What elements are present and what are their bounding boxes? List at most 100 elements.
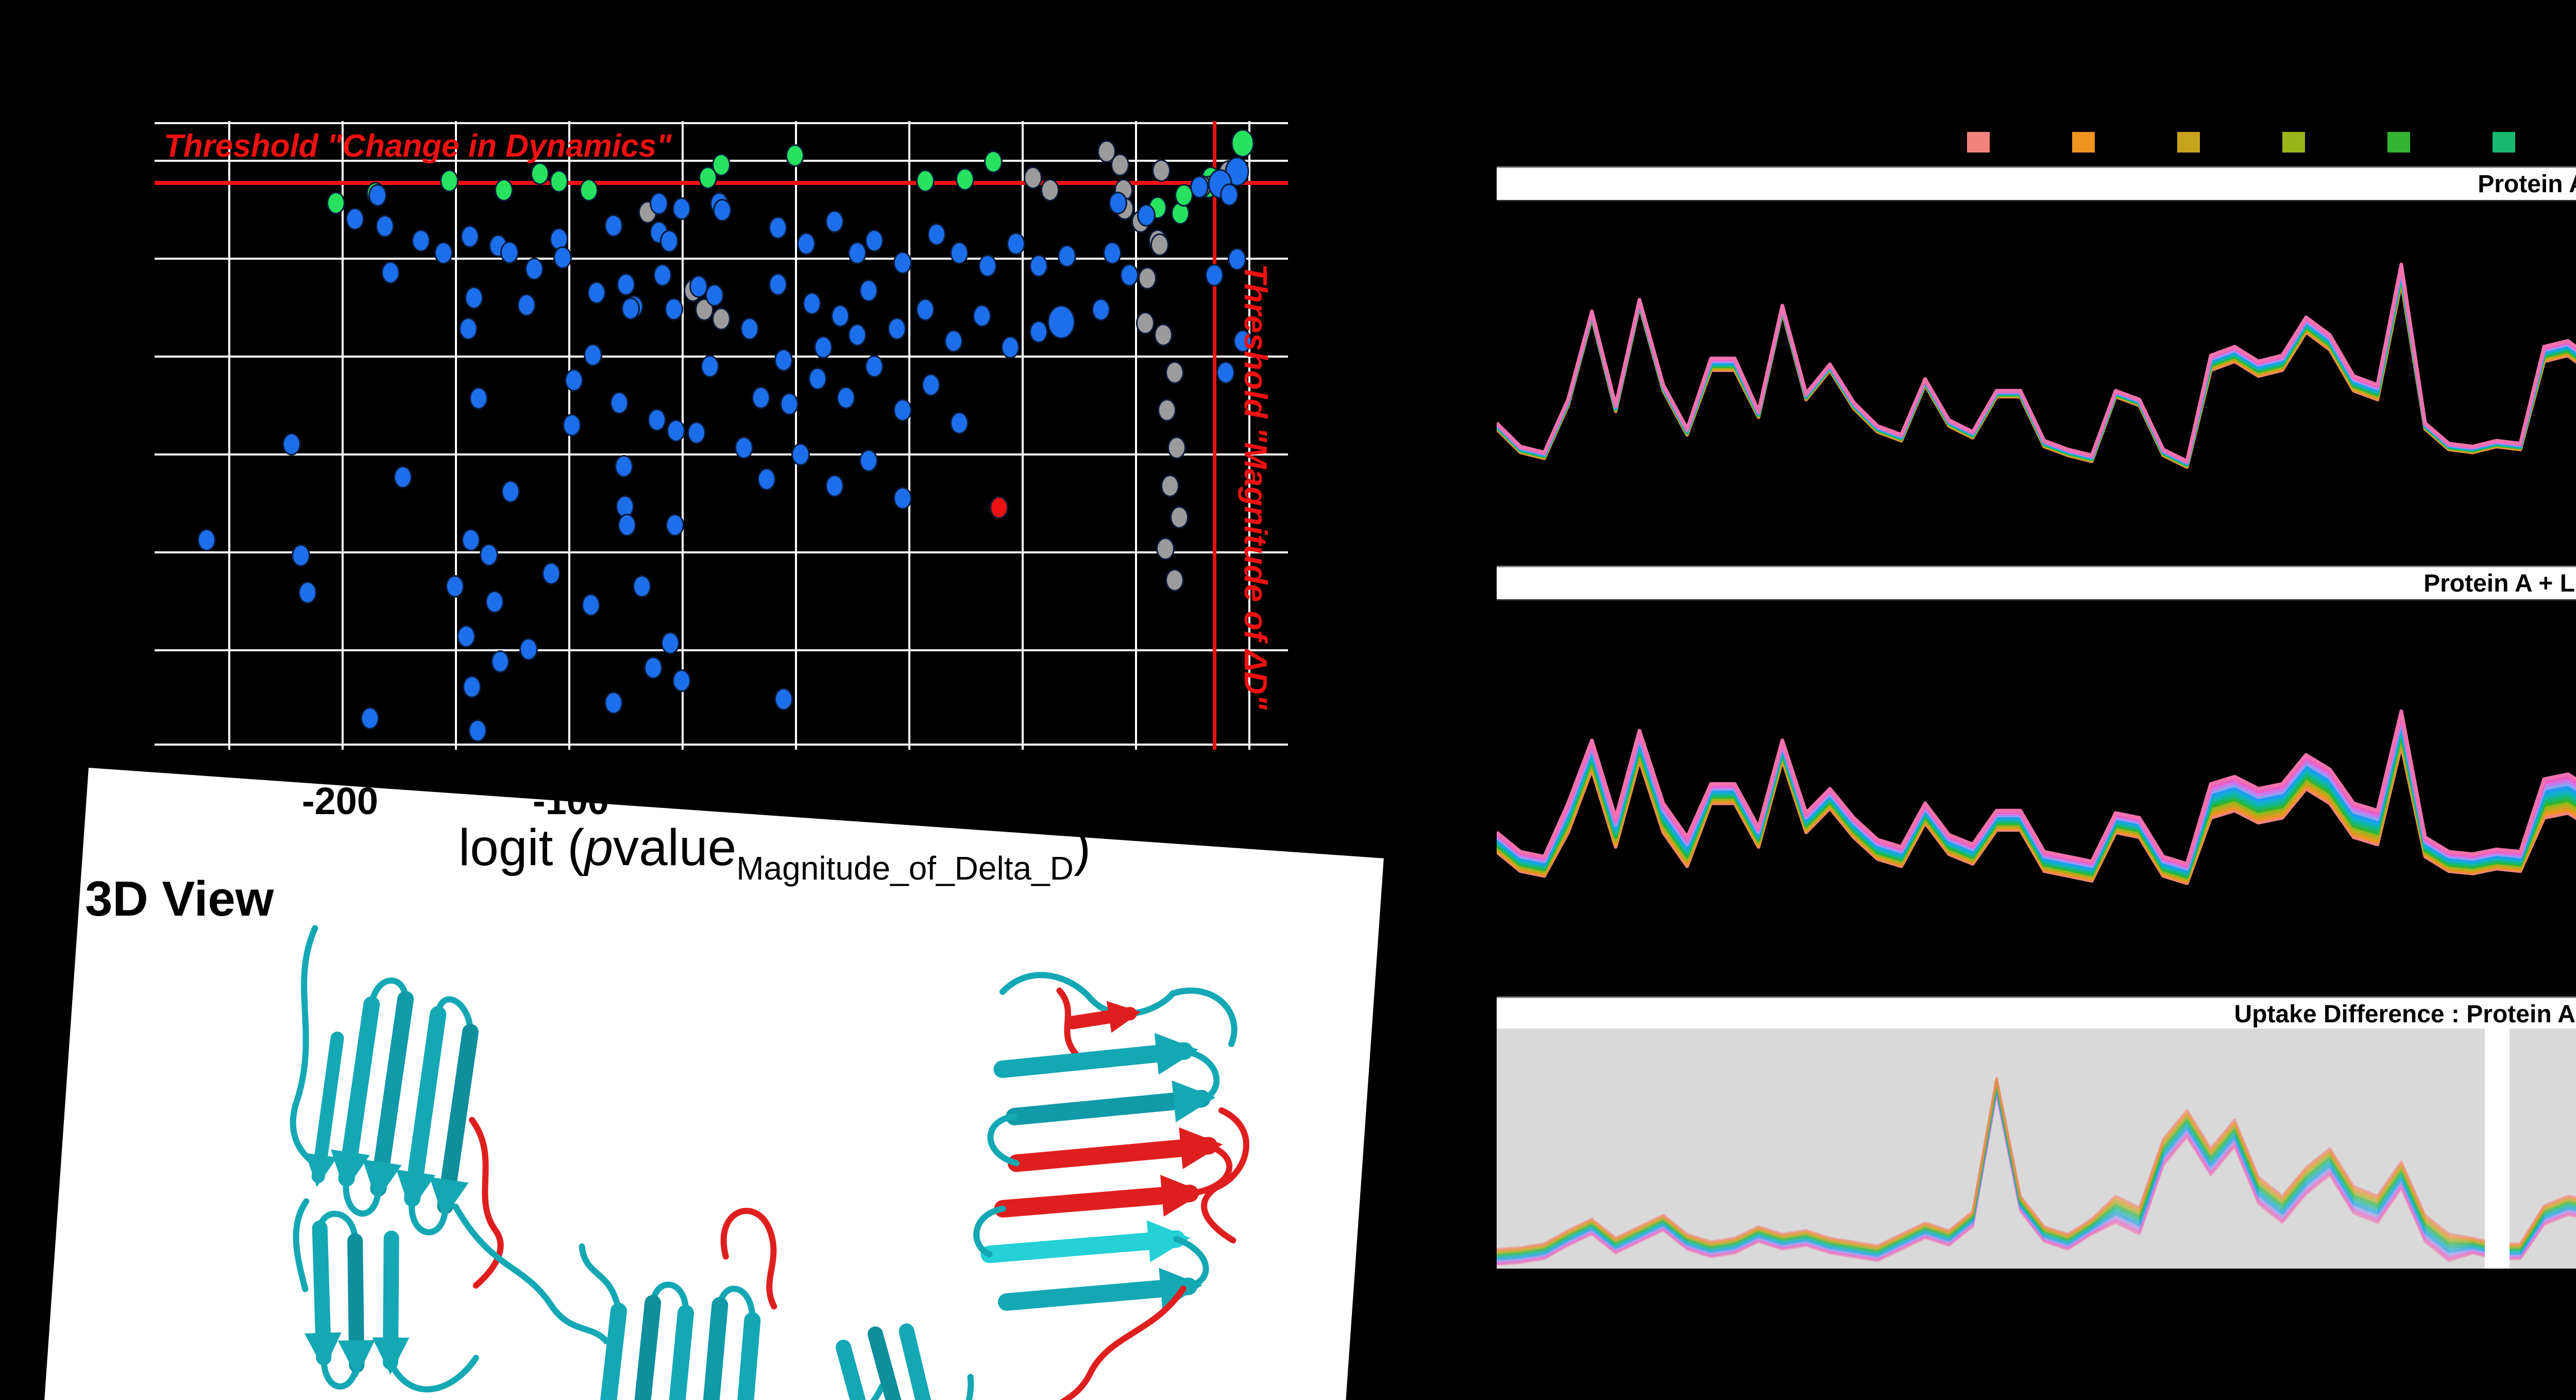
scatter-point-b <box>647 408 666 431</box>
scatter-point-a <box>712 308 731 331</box>
scatter-point-b <box>412 229 430 252</box>
scatter-point-b <box>517 294 536 317</box>
scatter-point-b <box>434 242 453 265</box>
scatter-point-b <box>664 297 683 321</box>
chart-title-protein-a: Protein A <box>2478 170 2576 198</box>
scatter-point-b <box>893 251 912 274</box>
scatter-point-b <box>1103 242 1122 265</box>
scatter-point-b <box>922 374 940 397</box>
scatter-point-g <box>786 144 804 167</box>
scatter-point-b <box>1120 263 1139 286</box>
volcano-plot <box>155 121 1288 750</box>
scatter-point-b <box>865 355 884 378</box>
scatter-point-b <box>888 317 906 340</box>
scatter-point-b <box>808 367 827 391</box>
scatter-point-b <box>950 411 969 434</box>
scatter-point-b <box>644 656 663 680</box>
threshold-change-label: Threshold "Change in Dynamics" <box>164 128 672 164</box>
scatter-point-b <box>582 594 600 617</box>
scatter-point-b <box>368 183 387 207</box>
scatter-point-b <box>519 637 538 661</box>
scatter-point-b <box>542 562 561 585</box>
scatter-point-b <box>893 487 912 510</box>
3d-view-panel <box>38 768 1384 1400</box>
scatter-point-b <box>298 581 317 604</box>
scatter-point-b <box>774 688 793 711</box>
scatter-point-g <box>956 168 974 191</box>
scatter-point-b <box>500 241 519 264</box>
scatter-point-b <box>740 317 759 340</box>
white-gap-band <box>2484 1028 2510 1269</box>
protein-ribbon-graphic <box>290 925 1249 1400</box>
scatter-point-b <box>774 348 793 372</box>
scatter-point-b <box>491 650 510 673</box>
scatter-point-b <box>1216 361 1235 384</box>
scatter-point-b <box>618 514 637 537</box>
scatter-point-b <box>735 436 753 460</box>
scatter-point-b <box>361 707 379 730</box>
volcano-x-axis-label: logit (pvalueMagnitude_of_Delta_D) <box>459 819 1091 887</box>
scatter-point-b <box>769 216 787 240</box>
scatter-point-b <box>1137 204 1156 227</box>
legend-swatch-5 <box>2493 132 2515 153</box>
scatter-point-b <box>1007 232 1025 255</box>
protein-a-ligand-chart <box>1497 709 2576 885</box>
scatter-point-b <box>525 257 544 280</box>
scatter-point-b <box>446 575 464 598</box>
scatter-point-b <box>463 676 481 698</box>
scatter-point-b <box>393 465 412 488</box>
chart-title-bar-protein-a: Protein A <box>1497 166 2576 201</box>
scatter-point-b <box>1228 248 1246 271</box>
scatter-point-r <box>990 496 1008 519</box>
scatter-point-b <box>667 419 685 443</box>
scatter-point-b <box>1109 191 1127 214</box>
scatter-point-b <box>461 528 480 551</box>
scatter-point-b <box>1092 298 1110 321</box>
scatter-point-b <box>565 368 583 392</box>
scatter-point-b <box>457 625 476 648</box>
scatter-point-b <box>825 210 844 233</box>
scatter-point-b <box>672 197 691 220</box>
protein-a-chart <box>1497 262 2576 469</box>
scatter-point-b <box>916 298 935 321</box>
scatter-point-b <box>460 225 479 248</box>
chart-title-bar-uptake-difference: Uptake Difference : Protein A - (Protein… <box>1497 997 2576 1033</box>
scatter-point-b <box>562 414 581 437</box>
scatter-point-a <box>1161 474 1180 497</box>
legend-swatch-3 <box>2282 132 2305 153</box>
scatter-point-b <box>375 214 394 238</box>
scatter-point-a <box>1165 361 1184 384</box>
scatter-point-b <box>859 279 878 302</box>
scatter-point-b <box>927 223 946 246</box>
scatter-point-b <box>803 292 821 315</box>
scatter-point-b <box>814 336 833 359</box>
scatter-point-b <box>621 297 640 320</box>
scatter-point-a <box>1041 179 1059 202</box>
scatter-point-b <box>780 393 799 415</box>
scatter-point-g <box>1174 183 1193 207</box>
scatter-point-b <box>1001 336 1020 359</box>
scatter-point-b <box>584 343 603 366</box>
scatter-point-b <box>617 273 636 296</box>
scatter-point-b <box>944 330 963 352</box>
scatter-point-b <box>469 387 488 410</box>
scatter-point-b <box>687 421 706 445</box>
scatter-point-a <box>1157 399 1176 422</box>
scatter-point-b <box>831 305 850 328</box>
scatter-point-b <box>610 391 629 414</box>
legend-swatch-4 <box>2387 132 2410 153</box>
chart-title-protein-a-ligand: Protein A + Ligand <box>2424 569 2576 597</box>
scatter-point-b <box>633 575 651 598</box>
scatter-point-g <box>712 154 731 177</box>
scatter-point-b <box>468 719 487 743</box>
threshold-magnitude-label: Threshold "Magnitude of ΔD" <box>1238 264 1273 710</box>
scatter-point-b <box>859 449 878 472</box>
scatter-point-a <box>1170 505 1189 529</box>
scatter-point-b <box>1029 320 1048 343</box>
scatter-point-b <box>604 691 623 714</box>
scatter-point-b <box>659 230 679 253</box>
scatter-point-b <box>1047 305 1075 340</box>
legend-swatch-2 <box>2177 132 2200 153</box>
scatter-point-b <box>604 214 623 237</box>
